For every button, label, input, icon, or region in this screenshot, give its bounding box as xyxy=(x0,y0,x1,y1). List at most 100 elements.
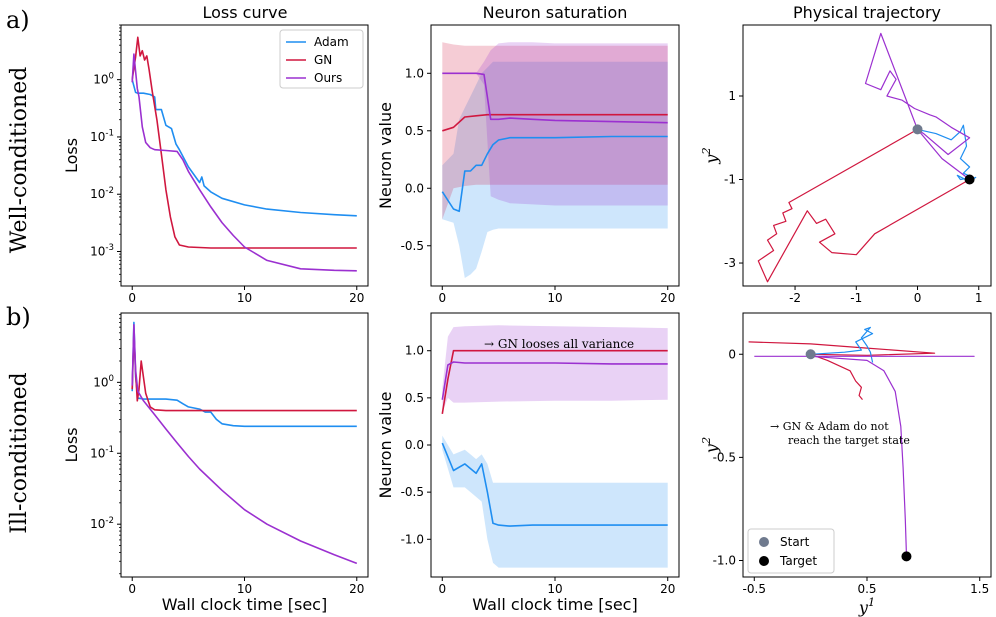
plot-area xyxy=(131,321,358,565)
y-tick-label: -0.5 xyxy=(401,239,424,253)
legend-label-target: Target xyxy=(779,554,817,568)
x-tick-label: 0 xyxy=(438,582,446,596)
legend-label-adam: Adam xyxy=(314,35,349,49)
panel-a-trajectory: -2 -1 0 1 1 -1 -3 y2 xyxy=(699,24,992,305)
x-tick-label: 10 xyxy=(237,582,252,596)
x-tick-label: 0 xyxy=(438,291,446,305)
band-gn xyxy=(442,42,668,220)
x-axis-label: y1 xyxy=(858,595,875,617)
band-adam xyxy=(442,61,668,278)
panel-b-neuron-saturation: 0 10 20 -1.0 -0.5 0.0 0.5 1.0 Neuron value Wall c… xyxy=(376,312,680,614)
x-tick-label: -2 xyxy=(789,291,801,305)
series-line-ours xyxy=(131,53,357,272)
y-tick-label: 10-2 xyxy=(90,186,114,201)
series-line-gn xyxy=(131,36,357,249)
x-tick-label: -0.5 xyxy=(743,582,766,596)
annotation-gn-variance: → GN looses all variance xyxy=(484,337,634,351)
y-tick-label: 1 xyxy=(728,89,736,103)
legend-marker-start xyxy=(759,537,769,547)
legend: Start Target xyxy=(747,528,835,574)
legend-label-start: Start xyxy=(780,535,810,549)
y-tick-label: 0.0 xyxy=(405,438,424,452)
row-label-well: Well-conditioned xyxy=(7,67,32,254)
series-line-ours xyxy=(441,361,668,400)
y-axis-label: y2 xyxy=(699,437,721,454)
legend-label-gn: GN xyxy=(314,53,332,67)
panel-b-loss-curve: 0 10 20 10-2 10-1 100 Loss Wall clock time [sec… xyxy=(62,312,369,614)
series-line-gn xyxy=(441,349,668,415)
y-tick-label: 10-2 xyxy=(90,516,114,531)
legend-box xyxy=(279,29,364,89)
legend-label-ours: Ours xyxy=(314,71,342,85)
axes-frame xyxy=(120,312,369,578)
y-axis-label: Neuron value xyxy=(376,392,395,499)
axes-frame xyxy=(742,24,992,287)
start-marker xyxy=(912,124,923,135)
x-tick-label: 10 xyxy=(237,291,252,305)
x-tick-label: 0 xyxy=(914,291,922,305)
col-title-neuron: Neuron saturation xyxy=(483,3,628,22)
y-tick-label: -3 xyxy=(724,256,736,270)
x-tick-label: 10 xyxy=(547,291,562,305)
series-line-adam xyxy=(441,135,668,213)
annotation-target-2: reach the target state xyxy=(788,434,910,447)
legend-box xyxy=(747,528,835,574)
legend-marker-target xyxy=(759,556,769,566)
plot-area xyxy=(131,36,357,272)
series-line-gn xyxy=(757,128,970,283)
col-title-traj: Physical trajectory xyxy=(793,3,941,22)
x-tick-label: 10 xyxy=(547,582,562,596)
y-tick-label: 0.0 xyxy=(405,181,424,195)
plot-area xyxy=(441,325,668,568)
series-line-adam xyxy=(131,321,357,428)
y-tick-label: 100 xyxy=(93,71,114,86)
panel-a-loss-curve: 0 10 20 10-3 10-2 10-1 100 Loss Adam GN Ours xyxy=(62,24,369,305)
series-line-adam xyxy=(441,442,668,527)
x-axis-label: Wall clock time [sec] xyxy=(162,595,327,614)
annotation-target-1: → GN & Adam do not xyxy=(770,420,889,433)
y-tick-label: 10-1 xyxy=(90,129,114,144)
panel-a-neuron-saturation: 0 10 20 -0.5 0.0 0.5 1.0 Neuron value xyxy=(376,24,680,305)
plot-area xyxy=(441,42,668,278)
plot-area xyxy=(748,326,975,562)
series-line-ours xyxy=(442,72,668,124)
y-axis-label: Loss xyxy=(62,138,81,173)
y-tick-label: 1.0 xyxy=(405,66,424,80)
plot-area xyxy=(757,32,977,283)
x-tick-label: 20 xyxy=(349,291,364,305)
y-axis-label: Neuron value xyxy=(376,102,395,209)
row-tag-a: a) xyxy=(6,6,30,34)
series-line-ours xyxy=(864,32,971,180)
y-tick-label: -1.0 xyxy=(401,532,424,546)
y-tick-label: -1 xyxy=(724,173,736,187)
y-axis-label: y2 xyxy=(699,147,721,164)
band-adam xyxy=(442,435,668,568)
start-marker xyxy=(805,349,816,360)
x-tick-label: 0 xyxy=(128,582,136,596)
y-tick-label: 0.5 xyxy=(405,391,424,405)
panel-b-trajectory: -0.5 0.5 1.5 0 -0.5 -1.0 y2 y1 Start Target xyxy=(699,312,992,617)
x-tick-label: 0.5 xyxy=(857,582,876,596)
target-marker xyxy=(964,174,975,185)
x-tick-label: 0 xyxy=(128,291,136,305)
x-tick-label: 20 xyxy=(660,582,675,596)
y-tick-label: 0.5 xyxy=(405,124,424,138)
series-line-ours xyxy=(131,323,358,565)
y-tick-label: 10-1 xyxy=(90,445,114,460)
y-tick-label: -1.0 xyxy=(713,554,736,568)
band-ours xyxy=(442,42,668,206)
col-title-loss: Loss curve xyxy=(202,3,287,22)
target-marker xyxy=(901,551,912,562)
series-line-gn xyxy=(442,113,668,132)
legend: Adam GN Ours xyxy=(279,29,364,89)
x-tick-label: 1.5 xyxy=(970,582,989,596)
y-tick-label: 0 xyxy=(728,347,736,361)
x-tick-label: 1 xyxy=(975,291,983,305)
x-tick-label: 20 xyxy=(660,291,675,305)
row-tag-b: b) xyxy=(6,303,31,331)
y-tick-label: -0.5 xyxy=(713,450,736,464)
series-line-gn xyxy=(748,341,936,400)
series-line-adam xyxy=(810,326,874,363)
y-tick-label: 1.0 xyxy=(405,344,424,358)
